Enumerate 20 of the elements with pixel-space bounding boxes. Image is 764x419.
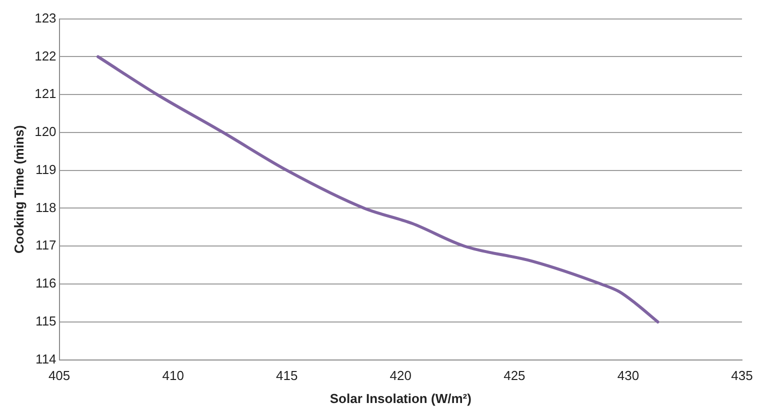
y-tick-label: 115 xyxy=(36,313,56,328)
y-tick-label: 120 xyxy=(34,124,56,140)
y-tick-label: 122 xyxy=(34,48,56,64)
line-series xyxy=(96,55,660,324)
y-tick-label: 118 xyxy=(36,200,56,215)
y-tick-label: 116 xyxy=(36,276,56,291)
x-tick-label: 420 xyxy=(390,368,412,384)
x-tick-label: 425 xyxy=(504,368,526,384)
x-tick-label: 415 xyxy=(276,368,298,384)
x-tick-label: 405 xyxy=(48,368,70,384)
y-tick-label: 117 xyxy=(36,238,56,253)
x-axis-title: Solar Insolation (W/m²) xyxy=(330,390,472,406)
x-tick-label: 410 xyxy=(162,368,184,384)
x-tick-label: 430 xyxy=(617,368,640,384)
y-tick-label: 121 xyxy=(34,86,56,102)
y-tick-label: 123 xyxy=(34,10,56,26)
y-tick-label: 114 xyxy=(36,351,56,366)
y-axis-title: Cooking Time (mins) xyxy=(11,125,26,254)
y-tick-label: 119 xyxy=(36,162,56,177)
x-tick-label: 435 xyxy=(731,368,753,384)
